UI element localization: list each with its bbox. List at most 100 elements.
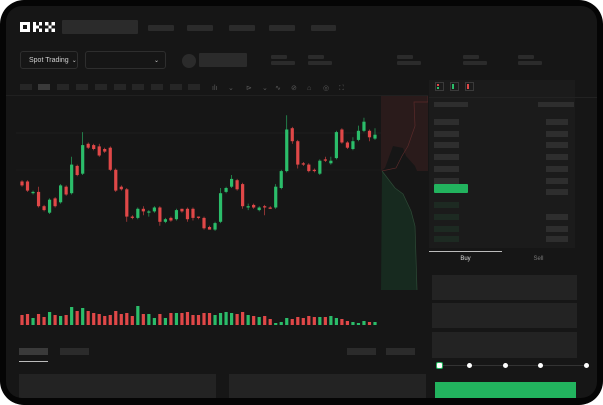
spot-trading-label: Spot Trading <box>29 56 69 64</box>
slider-mark-75[interactable] <box>538 363 543 368</box>
candle-body <box>356 130 361 140</box>
nav-item[interactable] <box>269 25 295 31</box>
price-input[interactable] <box>432 275 577 300</box>
candle-body <box>235 180 239 190</box>
stat-value <box>308 61 332 65</box>
candle-body <box>367 130 372 138</box>
book-bids-icon[interactable] <box>450 82 459 91</box>
timeframe-button[interactable] <box>76 84 88 90</box>
candle-body <box>318 160 322 174</box>
volume-bar <box>64 315 68 325</box>
slider-mark-50[interactable] <box>503 363 508 368</box>
volume-bar <box>235 314 239 325</box>
timeframe-button[interactable] <box>20 84 32 90</box>
candle-body <box>70 164 74 194</box>
line-tool-icon[interactable]: ∿ <box>275 85 281 92</box>
candle-body <box>25 181 30 191</box>
pair-dropdown[interactable]: ⌄ <box>85 51 166 69</box>
volume-bar <box>252 316 256 325</box>
sell-tab[interactable]: Sell <box>533 256 544 262</box>
candle-body <box>252 204 256 208</box>
amount-slider-handle[interactable] <box>436 362 443 369</box>
chevron-down-icon[interactable]: ⌄ <box>262 85 268 92</box>
volume-bar <box>246 315 250 325</box>
volume-bar <box>218 313 223 325</box>
indicator-icon[interactable]: ⊳ <box>246 85 252 92</box>
tab-order-history[interactable] <box>60 348 89 355</box>
volume-bar <box>351 322 355 325</box>
candle-body <box>163 219 168 222</box>
nav-item[interactable] <box>311 25 336 31</box>
volume-bar <box>279 322 283 325</box>
candle-body <box>185 208 190 220</box>
volume-bar <box>20 315 24 325</box>
book-both-icon[interactable] <box>435 82 444 91</box>
volume-bar <box>356 323 361 325</box>
volume-bar <box>163 318 168 325</box>
amount-slider-track[interactable] <box>439 365 587 366</box>
timeframe-button[interactable] <box>114 84 126 90</box>
ask-amount <box>546 154 568 160</box>
camera-icon[interactable]: ⌂ <box>307 85 312 92</box>
price-display <box>199 53 247 67</box>
buy-submit-button[interactable] <box>435 382 576 398</box>
total-input[interactable] <box>432 332 577 358</box>
buy-tab[interactable]: Buy <box>460 256 471 262</box>
divider <box>6 95 428 96</box>
candle-body <box>59 185 63 203</box>
timeframe-button[interactable] <box>38 84 50 90</box>
bid-amount <box>546 226 568 232</box>
nav-item[interactable] <box>148 25 174 31</box>
timeframe-button[interactable] <box>132 84 144 90</box>
filter-button[interactable] <box>347 348 376 355</box>
ask-price <box>434 119 459 125</box>
candle-type-icon[interactable]: ılı <box>212 85 218 92</box>
volume-bar <box>92 313 96 325</box>
app-screen: Spot Trading ⌄ ⌄ ılı ⌄ ⊳ ⌄ ∿ ⊘ ⌂ ◎ ⛶ Buy… <box>6 6 597 398</box>
candle-body <box>180 208 184 212</box>
volume-bar <box>285 318 289 325</box>
timeframe-button[interactable] <box>188 84 200 90</box>
fullscreen-icon[interactable]: ⛶ <box>339 85 344 92</box>
buy-tab-underline <box>429 251 502 252</box>
ask-amount <box>546 189 568 195</box>
ask-amount <box>546 119 568 125</box>
slider-mark-100[interactable] <box>584 363 589 368</box>
amount-input[interactable] <box>432 303 577 328</box>
bid-price <box>434 214 459 220</box>
volume-bar <box>97 314 101 325</box>
coin-icon <box>182 54 196 68</box>
timeframe-button[interactable] <box>95 84 107 90</box>
volume-bar <box>174 313 179 325</box>
candle-body <box>257 207 261 211</box>
search-bar[interactable] <box>62 20 138 34</box>
tab-open-orders[interactable] <box>19 348 48 355</box>
candle-body <box>130 216 134 218</box>
timeframe-button[interactable] <box>151 84 163 90</box>
draw-tool-icon[interactable]: ⊘ <box>291 85 297 92</box>
header-amount <box>538 102 574 107</box>
chevron-down-icon[interactable]: ⌄ <box>228 85 234 92</box>
book-asks-icon[interactable] <box>465 82 474 91</box>
nav-item[interactable] <box>187 25 213 31</box>
filter-button[interactable] <box>386 348 415 355</box>
volume-bar <box>318 317 322 325</box>
spot-trading-button[interactable]: Spot Trading ⌄ <box>20 51 78 69</box>
volume-bar <box>152 318 156 325</box>
candle-body <box>246 206 250 208</box>
candle-body <box>97 146 101 156</box>
candle-body <box>334 132 338 159</box>
chevron-down-icon: ⌄ <box>71 57 77 64</box>
slider-mark-25[interactable] <box>467 363 472 368</box>
nav-item[interactable] <box>229 25 255 31</box>
timeframe-button[interactable] <box>57 84 69 90</box>
timeframe-button[interactable] <box>170 84 182 90</box>
candle-body <box>47 199 52 213</box>
candlestick-chart[interactable] <box>6 6 428 336</box>
volume-bar <box>301 318 305 325</box>
settings-icon[interactable]: ◎ <box>323 85 330 92</box>
volume-bar <box>158 314 162 325</box>
volume-bar <box>42 317 46 325</box>
volume-bar <box>125 313 129 325</box>
volume-bar <box>290 319 294 325</box>
